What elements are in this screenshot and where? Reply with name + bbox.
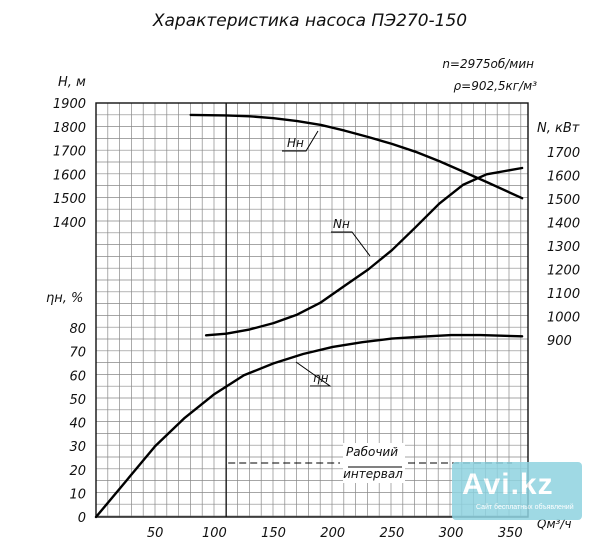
efficiency-leader — [295, 361, 332, 387]
annotation-line2: интервал — [343, 467, 403, 481]
working-interval-arrows — [228, 462, 513, 468]
head-tick-1800: 1800 — [53, 121, 86, 136]
power-tick-1700: 1700 — [547, 146, 580, 161]
watermark-subtitle: Сайт бесплатных объявлений — [476, 504, 574, 511]
power-curve — [204, 166, 524, 337]
param-density: ρ=902,5кг/м³ — [454, 79, 538, 93]
head-tick-1600: 1600 — [53, 168, 86, 183]
head-axis-label: H, м — [58, 75, 86, 90]
power-tick-900: 900 — [547, 334, 572, 349]
head-tick-1900: 1900 — [53, 97, 86, 112]
annotation-line1: Рабочий — [346, 445, 398, 459]
eff-tick-40: 40 — [69, 417, 86, 432]
annotation-bg — [343, 443, 405, 483]
eff-tick-50: 50 — [69, 393, 86, 408]
head-tick-1700: 1700 — [53, 145, 86, 160]
x-tick-350: 350 — [498, 526, 523, 541]
power-axis-label: N, кВт — [537, 121, 580, 136]
head-leader — [282, 130, 319, 152]
eff-tick-70: 70 — [69, 346, 86, 361]
eff-axis-label: ηн, % — [46, 291, 83, 306]
x-tick-300: 300 — [439, 526, 464, 541]
head-curve — [189, 113, 524, 200]
power-tick-1200: 1200 — [547, 264, 580, 279]
plot-frame — [95, 102, 529, 518]
power-tick-1400: 1400 — [547, 217, 580, 232]
power-leader — [331, 231, 371, 257]
eff-tick-80: 80 — [69, 322, 86, 337]
curves — [94, 113, 524, 519]
series-label-eff: ηн — [313, 371, 329, 385]
series-label-power: Nн — [333, 217, 350, 231]
eff-tick-0: 0 — [78, 511, 86, 526]
param-speed: n=2975об/мин — [442, 57, 534, 71]
power-tick-1300: 1300 — [547, 240, 580, 255]
eff-tick-60: 60 — [69, 369, 86, 384]
watermark: Avi.kz Сайт бесплатных объявлений — [452, 462, 582, 520]
power-tick-1600: 1600 — [547, 170, 580, 185]
chart-title: Характеристика насоса ПЭ270-150 — [152, 11, 467, 31]
head-tick-1400: 1400 — [53, 216, 86, 231]
eff-tick-30: 30 — [69, 440, 86, 455]
power-tick-1500: 1500 — [547, 193, 580, 208]
x-tick-250: 250 — [379, 526, 404, 541]
x-tick-200: 200 — [320, 526, 345, 541]
x-tick-150: 150 — [261, 526, 286, 541]
watermark-brand: Avi.kz — [462, 468, 554, 501]
power-tick-1100: 1100 — [547, 287, 580, 302]
x-tick-100: 100 — [202, 526, 227, 541]
eff-tick-10: 10 — [69, 487, 86, 502]
x-tick-50: 50 — [147, 526, 164, 541]
grid — [95, 102, 529, 518]
tick-labels: 50 100 150 200 250 300 35019001800170016001500… — [53, 97, 580, 541]
x-axis-label: Qм³/ч — [537, 517, 571, 531]
head-tick-1500: 1500 — [53, 192, 86, 207]
eff-tick-20: 20 — [69, 464, 86, 479]
efficiency-curve — [94, 333, 524, 519]
power-tick-1000: 1000 — [547, 311, 580, 326]
series-label-head: Hн — [287, 136, 304, 150]
